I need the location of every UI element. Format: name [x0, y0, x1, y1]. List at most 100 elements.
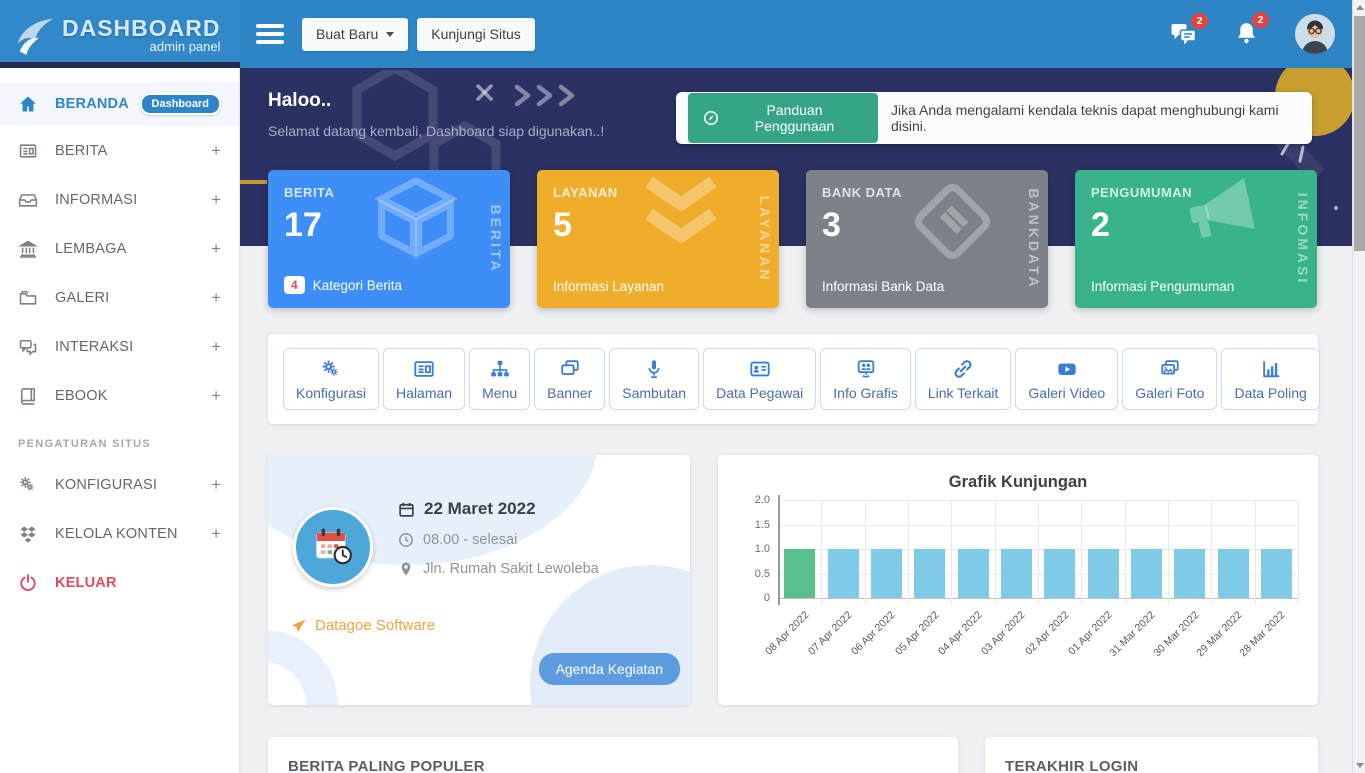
stat-card-pengumuman[interactable]: PENGUMUMAN 2 Informasi Pengumuman INFOMA…	[1075, 170, 1317, 308]
last-login-title: TERAKHIR LOGIN	[1005, 758, 1139, 773]
sidebar-item-kelola-konten[interactable]: KELOLA KONTEN +	[0, 509, 239, 558]
popular-news-panel: BERITA PALING POPULER	[268, 737, 958, 773]
main-content: Haloo.. Selamat datang kembali, Dashboar…	[240, 68, 1365, 773]
scroll-down-arrow-icon[interactable]	[1355, 763, 1364, 768]
content-icon	[18, 524, 42, 544]
agenda-date: 22 Maret 2022	[424, 499, 536, 518]
chart-bar	[1087, 549, 1119, 598]
stat-value: 5	[553, 206, 572, 244]
greeting-title: Haloo..	[268, 90, 332, 111]
agenda-decoration	[268, 630, 338, 705]
power-icon	[18, 573, 42, 593]
chevrons-watermark-icon	[645, 176, 717, 243]
chart-bar	[784, 549, 816, 598]
expand-plus-icon[interactable]: +	[211, 385, 221, 405]
quick-action-halaman[interactable]: Halaman	[383, 348, 466, 410]
clock-icon	[398, 532, 414, 548]
x-decoration	[476, 84, 493, 101]
chart-gridline-v	[1298, 500, 1299, 604]
stat-footer: Informasi Layanan	[553, 279, 665, 294]
quick-action-sambutan[interactable]: Sambutan	[609, 348, 700, 410]
menu-toggle-icon[interactable]	[256, 24, 284, 44]
expand-plus-icon[interactable]: +	[211, 336, 221, 356]
user-avatar[interactable]	[1295, 14, 1335, 54]
expand-plus-icon[interactable]: +	[211, 287, 221, 307]
chart-bar	[1000, 549, 1032, 598]
logo-subtitle: admin panel	[149, 38, 221, 54]
chart-gridline-v	[1211, 500, 1213, 604]
chart-gridline-v	[1254, 500, 1256, 604]
expand-plus-icon[interactable]: +	[211, 523, 221, 543]
tag-watermark-icon	[914, 183, 991, 260]
expand-plus-icon[interactable]: +	[211, 140, 221, 160]
chart-gridline-v	[864, 500, 866, 604]
quick-action-link-terkait[interactable]: Link Terkait	[914, 348, 1012, 410]
folder-icon	[18, 288, 42, 308]
sidebar-item-interaksi[interactable]: INTERAKSI +	[0, 322, 239, 371]
newspaper-icon	[18, 141, 42, 161]
messages-icon[interactable]: 2	[1170, 12, 1208, 47]
agenda-organizer[interactable]: Datagoe Software	[290, 617, 435, 634]
dashboard-badge: Dashboard	[139, 93, 221, 115]
stat-title: BANK DATA	[822, 185, 902, 200]
sidebar-item-lembaga[interactable]: LEMBAGA +	[0, 224, 239, 273]
chart-bar	[1217, 549, 1249, 598]
quick-action-info-grafis[interactable]: Info Grafis	[820, 348, 911, 410]
quick-action-menu[interactable]: Menu	[469, 348, 531, 410]
notifications-badge: 2	[1252, 12, 1269, 28]
stat-card-berita[interactable]: BERITA 17 4 Kategori Berita BERITA	[268, 170, 510, 308]
stat-side-label: BANKDATA	[1026, 188, 1042, 290]
top-header: DASHBOARD admin panel Buat Baru Kunjungi…	[0, 0, 1365, 68]
microphone-icon	[642, 358, 666, 380]
sidebar-item-informasi[interactable]: INFORMASI +	[0, 175, 239, 224]
greeting-subtitle: Selamat datang kembali, Dashboard siap d…	[268, 123, 605, 139]
id-card-icon	[748, 358, 772, 380]
sidebar-item-keluar[interactable]: KELUAR	[0, 558, 239, 607]
sidebar-section-label: PENGATURAN SITUS	[18, 438, 152, 450]
expand-plus-icon[interactable]: +	[211, 189, 221, 209]
sidebar-item-beranda[interactable]: BERANDA Dashboard	[0, 82, 239, 126]
chart-title: Grafik Kunjungan	[948, 473, 1088, 491]
expand-plus-icon[interactable]: +	[211, 238, 221, 258]
quick-action-banner[interactable]: Banner	[534, 348, 606, 410]
scroll-up-arrow-icon[interactable]	[1355, 5, 1364, 10]
expand-plus-icon[interactable]: +	[211, 474, 221, 494]
sidebar-item-ebook[interactable]: EBOOK +	[0, 371, 239, 420]
quick-action-data-poling[interactable]: Data Poling	[1221, 348, 1320, 410]
sidebar-item-konfigurasi[interactable]: KONFIGURASI +	[0, 460, 239, 509]
inbox-icon	[18, 190, 42, 210]
stat-side-label: INFOMASI	[1295, 192, 1311, 286]
images-icon	[558, 358, 582, 380]
app-logo: DASHBOARD admin panel	[0, 0, 240, 68]
chart-bar	[827, 549, 859, 598]
create-new-button[interactable]: Buat Baru	[302, 17, 409, 51]
agenda-time: 08.00 - selesai	[423, 532, 518, 548]
chart-bar	[957, 549, 989, 598]
chart-gridline-v	[1081, 500, 1083, 604]
presentation-icon	[854, 358, 878, 380]
stat-card-layanan[interactable]: LAYANAN 5 Informasi Layanan LAYANAN	[537, 170, 779, 308]
stat-value: 3	[822, 206, 841, 244]
page-scrollbar[interactable]	[1352, 0, 1365, 773]
quick-action-galeri-video[interactable]: Galeri Video	[1015, 348, 1119, 410]
agenda-kegiatan-button[interactable]: Agenda Kegiatan	[538, 653, 680, 685]
megaphone-watermark-icon	[1189, 178, 1255, 238]
calendar-icon	[398, 501, 415, 518]
sidebar-item-berita[interactable]: BERITA +	[0, 126, 239, 175]
quick-action-galeri-foto[interactable]: Galeri Foto	[1122, 348, 1218, 410]
visit-site-button[interactable]: Kunjungi Situs	[417, 17, 535, 51]
stat-title: LAYANAN	[553, 185, 618, 200]
chart-gridline-v	[1168, 500, 1169, 604]
usage-guide-button[interactable]: Panduan Penggunaan	[688, 93, 878, 143]
sidebar-item-galeri[interactable]: GALERI +	[0, 273, 239, 322]
photos-icon	[1158, 358, 1182, 380]
sidebar-nav: BERANDA Dashboard BERITA + INFORMASI + L…	[0, 68, 240, 773]
quick-action-konfigurasi[interactable]: Konfigurasi	[283, 348, 380, 410]
cube-watermark-icon	[374, 177, 458, 259]
scrollbar-thumb[interactable]	[1354, 16, 1365, 251]
notifications-bell-icon[interactable]: 2	[1234, 12, 1269, 47]
stat-footer: Informasi Pengumuman	[1091, 279, 1235, 294]
video-icon	[1055, 358, 1079, 380]
quick-action-data-pegawai[interactable]: Data Pegawai	[703, 348, 817, 410]
stat-card-bank-data[interactable]: BANK DATA 3 Informasi Bank Data BANKDATA	[806, 170, 1048, 308]
